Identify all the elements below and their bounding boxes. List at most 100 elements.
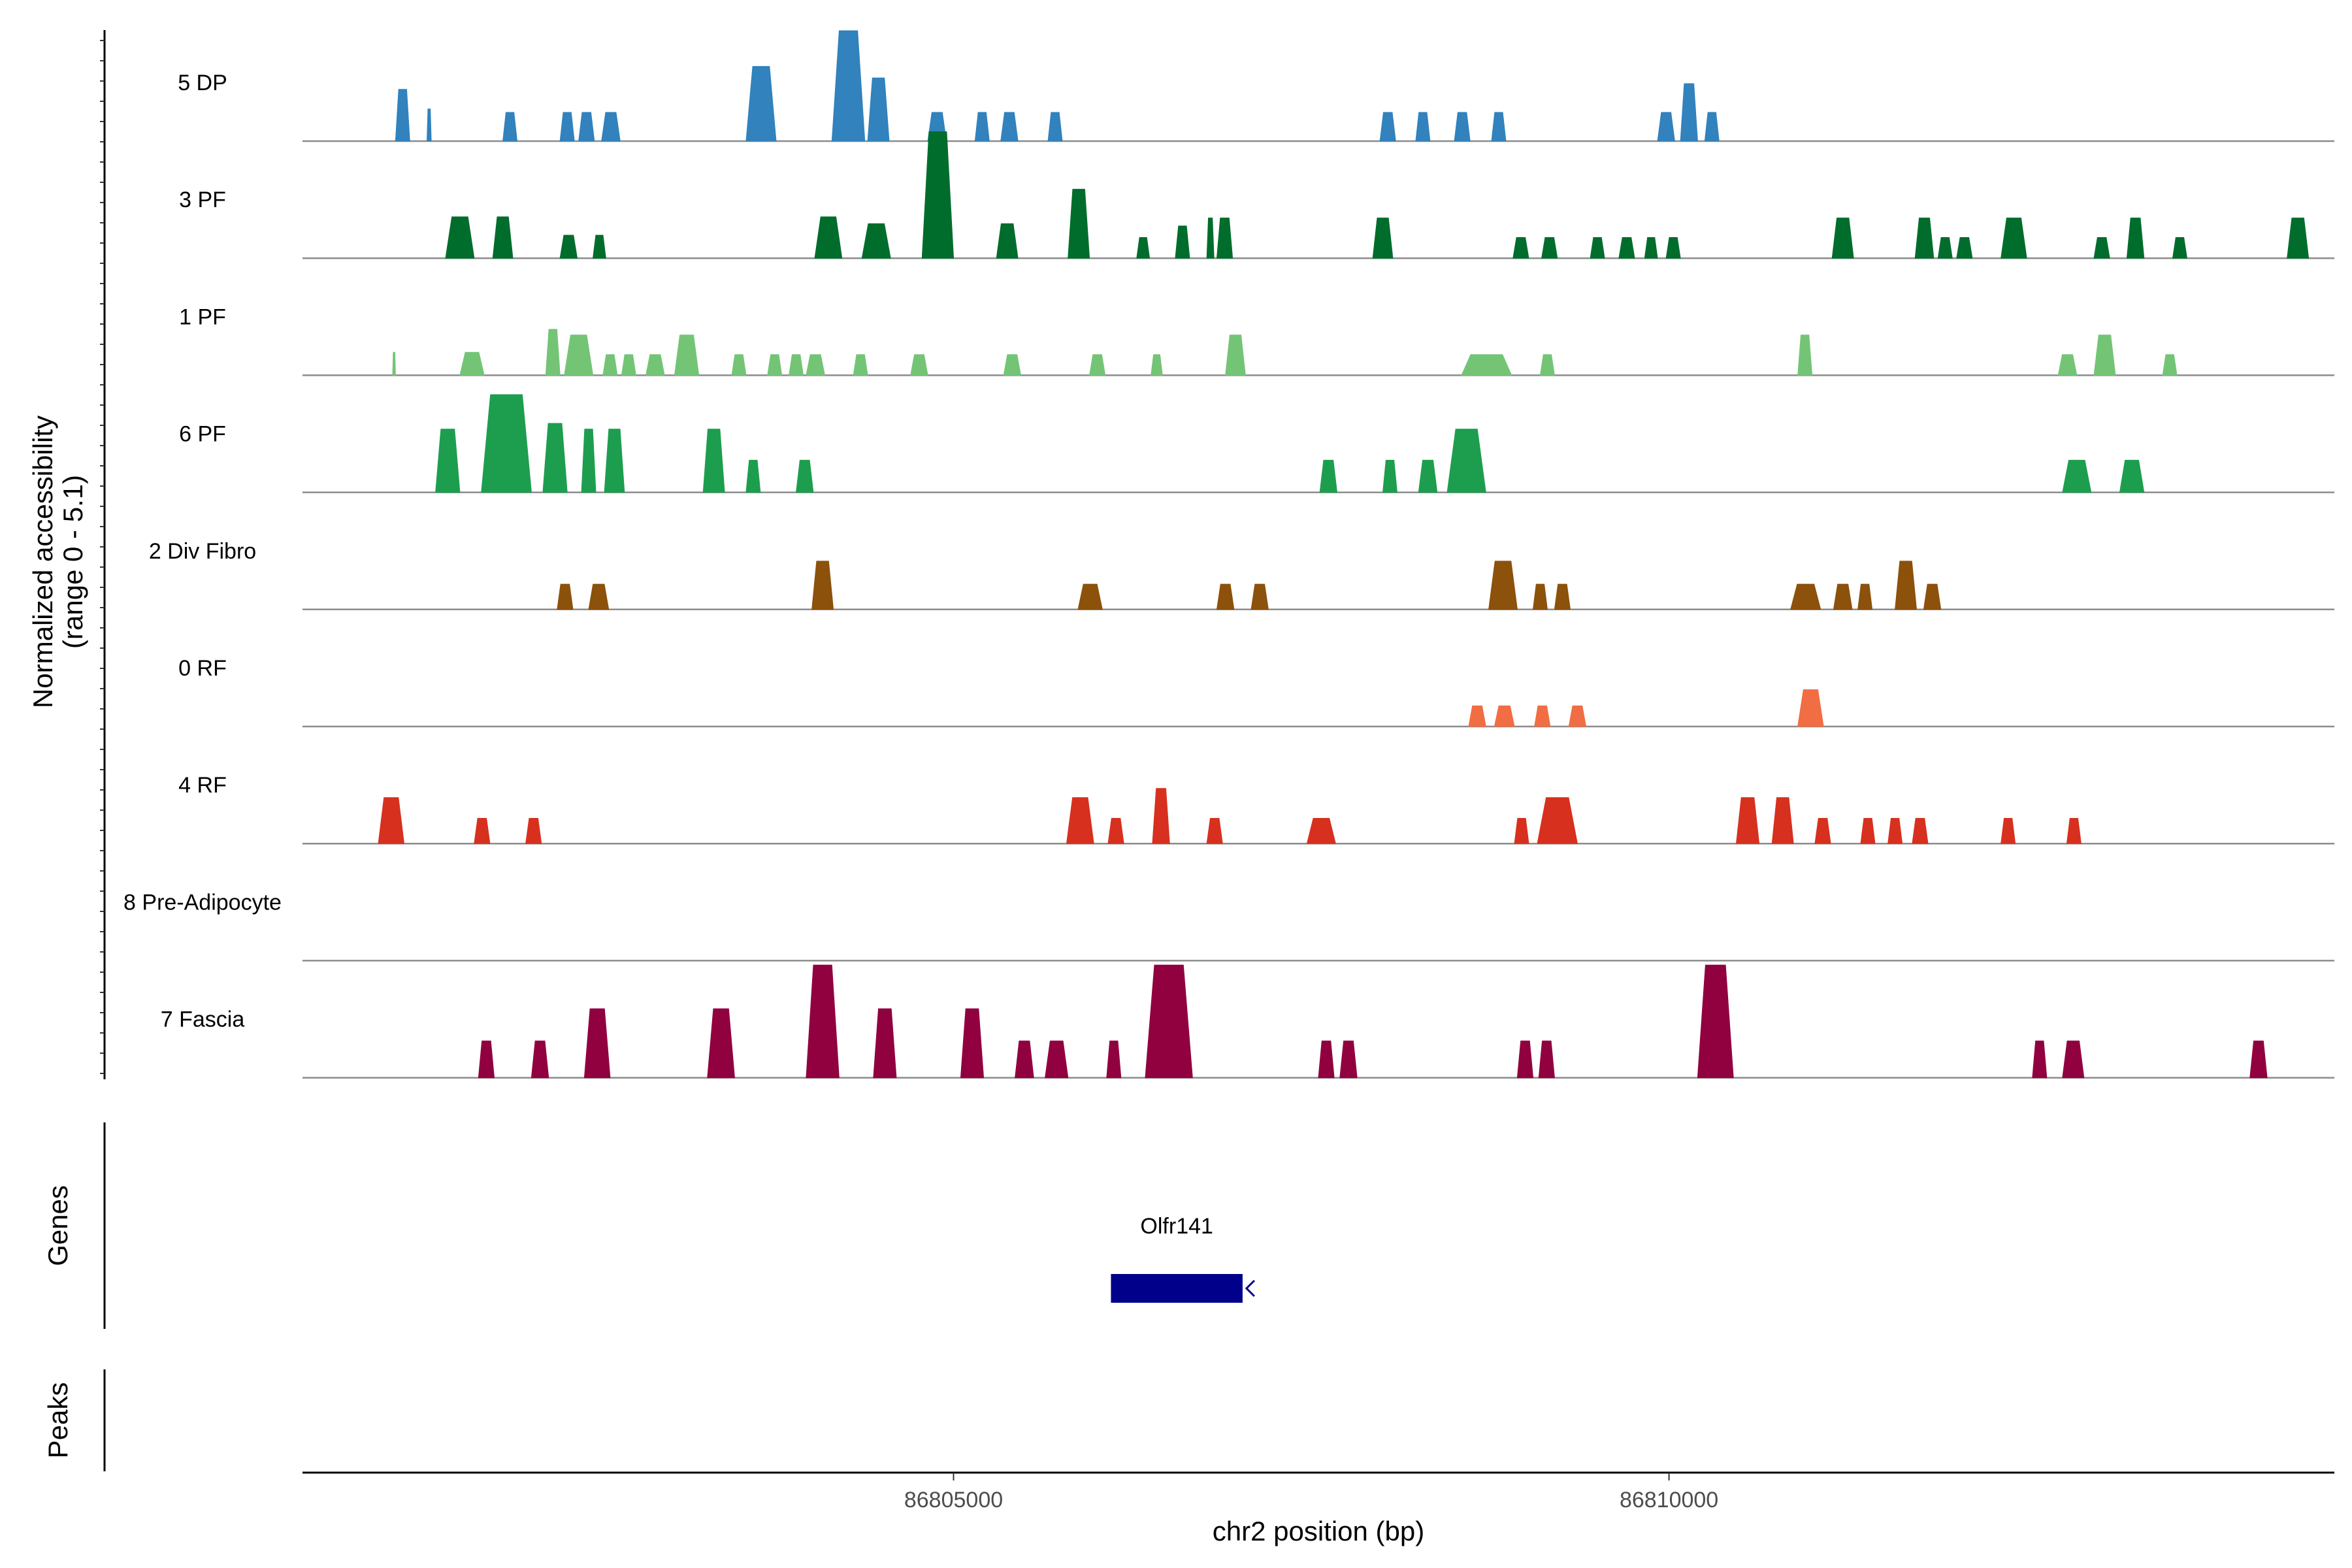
coverage-peak (395, 89, 410, 142)
coverage-peak (1833, 583, 1853, 610)
gene-label: Olfr141 (1140, 1214, 1213, 1239)
coverage-peak (1306, 817, 1336, 844)
coverage-peak (1539, 354, 1555, 376)
coverage-peak (492, 216, 514, 259)
coverage-peak (1379, 112, 1396, 142)
coverage-peak (1914, 218, 1935, 259)
coverage-peak (588, 583, 610, 610)
coverage-peak (2066, 817, 2082, 844)
coverage-peak (559, 112, 575, 142)
coverage-peak (1088, 354, 1106, 376)
coverage-peak (731, 354, 747, 376)
coverage-peak (2062, 1040, 2085, 1079)
coverage-peak (1814, 817, 1831, 844)
track-label: 1 PF (179, 304, 226, 329)
coverage-peak (745, 459, 761, 493)
coverage-peak (1468, 705, 1486, 727)
coverage-peak (1704, 112, 1720, 142)
coverage-peak (867, 77, 890, 142)
coverage-peak (2001, 817, 2016, 844)
coverage-peak (745, 66, 777, 142)
coverage-peak (1831, 218, 1854, 259)
coverage-peak (481, 394, 532, 493)
coverage-peak (1136, 237, 1151, 259)
track-3-pf: 3 PF (179, 131, 2334, 259)
track-label: 5 DP (178, 71, 227, 95)
coverage-peak (2287, 218, 2310, 259)
coverage-peak (1644, 237, 1658, 259)
track-2-div-fibro: 2 Div Fibro (149, 539, 2334, 611)
track-6-pf: 6 PF (179, 394, 2334, 493)
coverage-peak (1771, 797, 1794, 844)
coverage-peak (578, 112, 595, 142)
coverage-peak (1895, 561, 1918, 610)
coverage-peak (974, 112, 990, 142)
coverage-peak (1418, 459, 1438, 493)
coverage-peak (378, 797, 405, 844)
track-label: 4 RF (178, 773, 227, 798)
coverage-peak (1680, 83, 1698, 142)
coverage-peak (2062, 459, 2092, 493)
coverage-peak (1077, 583, 1103, 610)
coverage-peak (1318, 1040, 1335, 1079)
coverage-peak (1107, 817, 1124, 844)
coverage-peak (1541, 237, 1558, 259)
coverage-peak (921, 131, 955, 259)
x-axis-title: chr2 position (bp) (1213, 1516, 1425, 1546)
coverage-peak (806, 354, 826, 376)
genes-panel-title: Genes (42, 1185, 73, 1266)
coverage-peak (621, 354, 636, 376)
coverage-peak (2032, 1040, 2048, 1079)
coverage-peak (1494, 705, 1515, 727)
coverage-peak (1047, 112, 1063, 142)
coverage-peak (1491, 112, 1507, 142)
coverage-peak (1514, 817, 1529, 844)
coverage-peak (910, 354, 928, 376)
coverage-peak (1488, 561, 1518, 610)
coverage-peak (1045, 1040, 1069, 1079)
coverage-peak (645, 354, 665, 376)
coverage-peak (583, 1008, 611, 1079)
coverage-peak (811, 561, 834, 610)
coverage-peak (581, 429, 596, 493)
coverage-peak (542, 423, 568, 493)
y-axis (100, 30, 106, 1079)
coverage-peak (1937, 237, 1953, 259)
coverage-peak (861, 223, 891, 259)
coverage-peak (1066, 797, 1094, 844)
coverage-peak (1216, 583, 1235, 610)
coverage-peak (1538, 1040, 1555, 1079)
coverage-peak (1225, 335, 1246, 376)
coverage-peak (1250, 583, 1269, 610)
coverage-peak (2093, 335, 2116, 376)
coverage-peak (559, 235, 578, 259)
track-label: 2 Div Fibro (149, 539, 256, 564)
coverage-peak (2119, 459, 2145, 493)
coverage-peak (474, 817, 491, 844)
track-label: 6 PF (179, 422, 226, 447)
coverage-peak (1797, 689, 1824, 727)
track-8-pre-adipocyte: 8 Pre-Adipocyte (123, 890, 2334, 962)
coverage-peak (1665, 237, 1681, 259)
coverage-peak (1175, 225, 1190, 259)
coverage-peak (2057, 354, 2078, 376)
coverage-peak (2249, 1040, 2268, 1079)
coverage-peak (601, 112, 621, 142)
coverage-peak (1568, 705, 1587, 727)
coverage-peak (1923, 583, 1942, 610)
coverage-peak (1152, 788, 1170, 844)
coverage-peak (2093, 237, 2110, 259)
coverage-peak (873, 1008, 897, 1079)
coverage-peak (1790, 583, 1821, 610)
coverage-peak (767, 354, 783, 376)
coverage-peak (564, 335, 594, 376)
coverage-peak (445, 216, 475, 259)
coverage-peak (1618, 237, 1635, 259)
coverage-peak (1106, 1040, 1122, 1079)
coverage-peak (1857, 583, 1873, 610)
coverage-peak (1145, 964, 1193, 1079)
peaks-panel-title: Peaks (42, 1382, 73, 1459)
x-axis-ticks: 86805000 86810000 (904, 1473, 1718, 1512)
coverage-peak (1206, 218, 1215, 259)
track-0-rf: 0 RF (178, 656, 2334, 728)
